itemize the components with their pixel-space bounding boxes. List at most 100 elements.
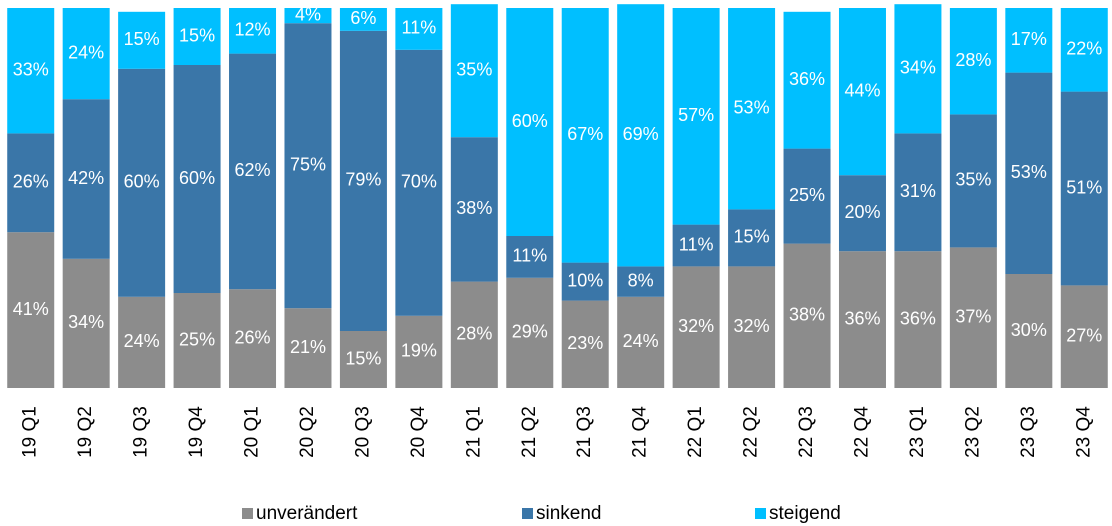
- value-label: 44%: [844, 80, 880, 100]
- value-label: 75%: [290, 154, 326, 174]
- bar-segment: [617, 266, 665, 297]
- value-label: 32%: [678, 316, 714, 336]
- value-label: 53%: [1011, 162, 1047, 182]
- bar-segment: [62, 258, 110, 388]
- value-label: 21%: [290, 337, 326, 357]
- bar-segment: [173, 65, 221, 293]
- x-tick-label: 23 Q2: [962, 406, 983, 458]
- value-label: 22%: [1066, 39, 1102, 59]
- bar-segment: [450, 281, 498, 388]
- bar-segment: [7, 232, 55, 388]
- x-tick-label: 23 Q3: [1018, 406, 1039, 458]
- bar-segment: [62, 8, 110, 100]
- bar-segment: [894, 4, 942, 134]
- value-label: 15%: [345, 348, 381, 368]
- value-label: 23%: [567, 333, 603, 353]
- value-label: 24%: [68, 42, 104, 62]
- x-tick-label: 19 Q2: [75, 406, 96, 458]
- value-label: 38%: [789, 305, 825, 325]
- bar-segment: [229, 289, 277, 388]
- bar-segment: [728, 266, 776, 388]
- bar-segment: [7, 133, 55, 233]
- bar-segment: [118, 68, 166, 297]
- bar-segment: [672, 224, 720, 267]
- x-tick-label: 21 Q1: [463, 406, 484, 458]
- value-label: 79%: [345, 170, 381, 190]
- bar-segment: [672, 8, 720, 225]
- bar-segment: [561, 262, 609, 301]
- value-label: 19%: [401, 341, 437, 361]
- value-label: 27%: [1066, 325, 1102, 345]
- x-tick-label: 22 Q4: [851, 406, 872, 458]
- bar-segment: [617, 4, 665, 267]
- value-label: 60%: [512, 111, 548, 131]
- x-tick-label: 19 Q3: [131, 406, 152, 458]
- bar-segment: [894, 251, 942, 388]
- value-label: 28%: [456, 324, 492, 344]
- bar-segment: [506, 277, 554, 388]
- bar-segment: [728, 209, 776, 267]
- value-label: 35%: [456, 59, 492, 79]
- bar-segment: [838, 175, 886, 252]
- bar-segment: [173, 293, 221, 388]
- bar-segment: [1060, 285, 1108, 388]
- bar-segment: [783, 243, 831, 388]
- value-label: 11%: [512, 246, 547, 266]
- x-tick-label: 22 Q2: [741, 406, 762, 458]
- x-tick-label: 23 Q1: [907, 406, 928, 458]
- legend-label: sinkend: [536, 503, 602, 524]
- value-label: 53%: [734, 97, 770, 117]
- bar-segment: [561, 8, 609, 263]
- x-tick-label: 20 Q4: [408, 406, 429, 458]
- bar-segment: [284, 8, 332, 24]
- legend-label: unverändert: [256, 503, 358, 524]
- x-tick-label: 22 Q1: [685, 406, 706, 458]
- value-label: 29%: [512, 322, 548, 342]
- value-label: 35%: [955, 170, 991, 190]
- value-label: 38%: [456, 198, 492, 218]
- x-tick-label: 20 Q3: [352, 406, 373, 458]
- bar-segment: [450, 4, 498, 138]
- bar-segment: [229, 8, 277, 54]
- bar-segment: [7, 8, 55, 134]
- value-label: 24%: [623, 331, 659, 351]
- bar-segment: [561, 300, 609, 388]
- bar-segment: [1060, 91, 1108, 286]
- value-label: 70%: [401, 172, 437, 192]
- bar-segment: [1005, 274, 1053, 388]
- bar-segment: [783, 11, 831, 149]
- x-tick-label: 19 Q1: [20, 406, 41, 458]
- value-label: 25%: [179, 329, 215, 349]
- x-tick-label: 19 Q4: [186, 406, 207, 458]
- value-label: 6%: [350, 8, 376, 28]
- value-label: 30%: [1011, 320, 1047, 340]
- value-label: 60%: [179, 168, 215, 188]
- value-label: 32%: [734, 316, 770, 336]
- bar-segment: [617, 296, 665, 388]
- value-label: 57%: [678, 105, 714, 125]
- value-label: 41%: [13, 299, 49, 319]
- value-label: 8%: [628, 270, 654, 290]
- bar-segment: [62, 99, 110, 259]
- value-label: 4%: [295, 4, 321, 24]
- value-label: 15%: [179, 25, 215, 45]
- bar-segment: [506, 8, 554, 236]
- bar-segment: [728, 8, 776, 210]
- bar-segment: [1005, 72, 1053, 274]
- value-label: 17%: [1011, 29, 1047, 49]
- bar-segment: [395, 49, 443, 316]
- bar-segment: [949, 114, 997, 248]
- value-label: 42%: [68, 168, 104, 188]
- x-tick-label: 20 Q2: [297, 406, 318, 458]
- value-label: 36%: [789, 69, 825, 89]
- value-label: 67%: [567, 124, 603, 144]
- value-label: 11%: [402, 18, 437, 38]
- legend-label: steigend: [769, 503, 841, 524]
- bar-segment: [949, 8, 997, 115]
- value-label: 20%: [844, 202, 880, 222]
- value-label: 36%: [900, 308, 936, 328]
- value-label: 69%: [623, 124, 659, 144]
- bar-segment: [284, 23, 332, 309]
- x-tick-label: 23 Q4: [1073, 406, 1094, 458]
